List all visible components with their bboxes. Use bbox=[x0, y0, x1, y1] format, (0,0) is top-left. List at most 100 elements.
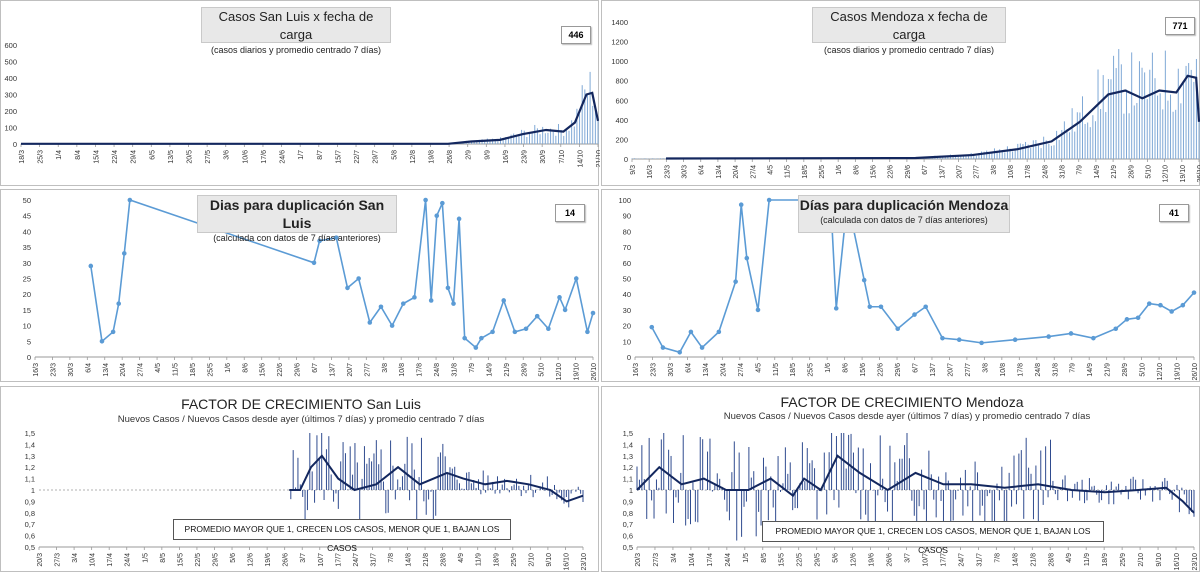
y-tick-label: 800 bbox=[615, 77, 628, 86]
last-value-badge: 446 bbox=[561, 26, 591, 44]
doubling-days-point bbox=[400, 301, 406, 306]
x-tick-label: 27/3 bbox=[653, 553, 660, 567]
y-tick-label: 500 bbox=[4, 58, 17, 67]
x-tick-label: 11/9 bbox=[476, 553, 483, 566]
y-tick-label: 0,7 bbox=[623, 520, 633, 529]
chart-note: PROMEDIO MAYOR QUE 1, CRECEN LOS CASOS, … bbox=[762, 521, 1104, 555]
y-tick-label: 40 bbox=[623, 290, 631, 299]
x-tick-label: 17/7 bbox=[940, 553, 947, 567]
x-tick-label: 22/4 bbox=[112, 150, 119, 164]
chart-subtitle: (casos diarios y promedio centrado 7 día… bbox=[823, 45, 995, 55]
x-tick-label: 29/6 bbox=[295, 363, 302, 377]
x-tick-label: 8/7 bbox=[317, 150, 324, 160]
x-tick-label: 27/7 bbox=[974, 165, 981, 179]
x-tick-label: 28/9 bbox=[1122, 363, 1129, 377]
x-tick-label: 27/4 bbox=[750, 165, 757, 179]
x-tick-label: 24/7 bbox=[353, 553, 360, 567]
x-tick-label: 10/4 bbox=[689, 553, 696, 567]
y-tick-label: 30 bbox=[23, 259, 31, 268]
y-tick-label: 1000 bbox=[611, 57, 628, 66]
x-tick-label: 10/4 bbox=[90, 553, 97, 567]
doubling-days-point bbox=[766, 197, 772, 203]
x-tick-label: 26/8 bbox=[447, 150, 454, 164]
chart-subtitle: Nuevos Casos / Nuevos Casos desde ayer (… bbox=[117, 414, 485, 425]
chart-svg-san-luis-factor: 0,5 0,6 0,7 0,8 0,9 1 1,1 1,2 1,3 1,4 1,5 20/3 27/3 3… bbox=[25, 429, 588, 571]
x-tick-label: 10/7 bbox=[318, 553, 325, 567]
doubling-days-point bbox=[1191, 290, 1197, 295]
doubling-days-point bbox=[1046, 334, 1051, 339]
y-tick-label: 50 bbox=[623, 275, 631, 284]
x-tick-label: 17/8 bbox=[1017, 363, 1024, 377]
x-tick-label: 27/3 bbox=[55, 553, 62, 567]
doubling-days-point bbox=[716, 329, 722, 335]
doubling-days-point bbox=[688, 329, 694, 335]
chart-title-box: Casos San Luis x fecha de carga (casos d… bbox=[201, 7, 391, 55]
x-tick-label: 18/9 bbox=[493, 553, 500, 567]
chart-subtitle: (calculada con datos de 7 días anteriore… bbox=[213, 233, 381, 243]
doubling-days-point bbox=[744, 255, 750, 261]
x-tick-label: 24/6 bbox=[280, 150, 287, 164]
x-tick-label: 31/7 bbox=[976, 553, 983, 567]
x-tick-label: 11/5 bbox=[773, 363, 780, 376]
x-tick-label: 20/4 bbox=[733, 165, 740, 179]
x-tick-label: 15/6 bbox=[260, 363, 267, 377]
x-tick-label: 3/8 bbox=[382, 363, 389, 373]
x-tick-label: 28/8 bbox=[1048, 553, 1055, 567]
x-tick-label: 20/3 bbox=[635, 553, 642, 567]
last-value-badge: 41 bbox=[1159, 204, 1189, 222]
x-tick-label: 29/7 bbox=[373, 150, 380, 164]
x-tick-label: 24/7 bbox=[958, 553, 965, 567]
x-tick-label: 16/10 bbox=[1174, 553, 1181, 571]
x-tick-label: 25/9 bbox=[1120, 553, 1127, 567]
x-tick-label: 21/9 bbox=[1105, 363, 1112, 377]
x-tick-label: 1/5 bbox=[743, 553, 750, 563]
x-tick-label: 3/7 bbox=[905, 553, 912, 563]
x-tick-label: 6/4 bbox=[699, 165, 706, 175]
doubling-days-point bbox=[116, 301, 121, 306]
x-tick-label: 28/9 bbox=[1128, 165, 1135, 179]
x-tick-label: 23/3 bbox=[50, 363, 57, 377]
x-tick-label: 18/5 bbox=[802, 165, 809, 179]
x-tick-label: 27/7 bbox=[364, 363, 371, 377]
x-tick-label: 21/9 bbox=[504, 363, 511, 377]
x-tick-label: 7/9 bbox=[1077, 165, 1084, 175]
x-tick-label: 17/6 bbox=[261, 150, 268, 164]
doubling-days-point bbox=[311, 260, 317, 266]
chart-panel-mendoza-doubling: 0 10 20 30 40 50 60 70 80 90 100 16/3 23/3 30/3 6/4 13/… bbox=[601, 189, 1200, 382]
doubling-days-point bbox=[956, 337, 962, 343]
x-tick-label: 23/10 bbox=[581, 553, 588, 571]
chart-note: PROMEDIO MAYOR QUE 1, CRECEN LOS CASOS, … bbox=[173, 519, 511, 553]
y-tick-label: 5 bbox=[27, 337, 31, 346]
y-tick-label: 60 bbox=[623, 259, 631, 268]
x-tick-label: 1/5 bbox=[142, 553, 149, 563]
x-tick-label: 8/6 bbox=[242, 363, 249, 373]
x-tick-label: 16/9 bbox=[503, 150, 510, 164]
x-tick-label: 30/3 bbox=[668, 363, 675, 377]
x-tick-label: 11/5 bbox=[173, 363, 180, 376]
y-tick-label: 1,1 bbox=[25, 475, 35, 484]
doubling-days-point bbox=[367, 320, 373, 325]
x-tick-label: 14/8 bbox=[406, 553, 413, 567]
x-tick-label: 16/3 bbox=[647, 165, 654, 179]
x-tick-label: 29/5 bbox=[815, 553, 822, 567]
y-tick-label: 0,9 bbox=[623, 497, 633, 506]
doubling-days-point bbox=[649, 324, 655, 330]
chart-svg-mendoza-cases: 0 200 400 600 800 1000 1200 1400 9/3 16/3 23/3 30/3… bbox=[611, 18, 1200, 183]
x-tick-label: 9/10 bbox=[546, 553, 553, 567]
x-tick-label: 17/4 bbox=[107, 553, 114, 567]
doubling-days-point bbox=[979, 340, 984, 346]
x-tick-label: 17/4 bbox=[707, 553, 714, 567]
chart-svg-mendoza-factor: 0,5 0,6 0,7 0,8 0,9 1 1,1 1,2 1,3 1,4 1,5 20/3 27/3 3… bbox=[623, 429, 1199, 571]
x-tick-label: 3/7 bbox=[300, 553, 307, 563]
doubling-days-point bbox=[867, 304, 873, 310]
x-tick-label: 17/8 bbox=[1025, 165, 1032, 179]
doubling-days-point bbox=[923, 304, 928, 310]
doubling-days-point bbox=[861, 277, 867, 283]
doubling-days-point bbox=[1180, 302, 1186, 308]
doubling-days-point bbox=[378, 304, 384, 310]
x-tick-label: 4/5 bbox=[155, 363, 162, 373]
y-tick-label: 1 bbox=[629, 486, 633, 495]
x-tick-label: 26/6 bbox=[887, 553, 894, 567]
doubling-days-point bbox=[878, 304, 884, 310]
doubling-days-point bbox=[1146, 301, 1152, 306]
